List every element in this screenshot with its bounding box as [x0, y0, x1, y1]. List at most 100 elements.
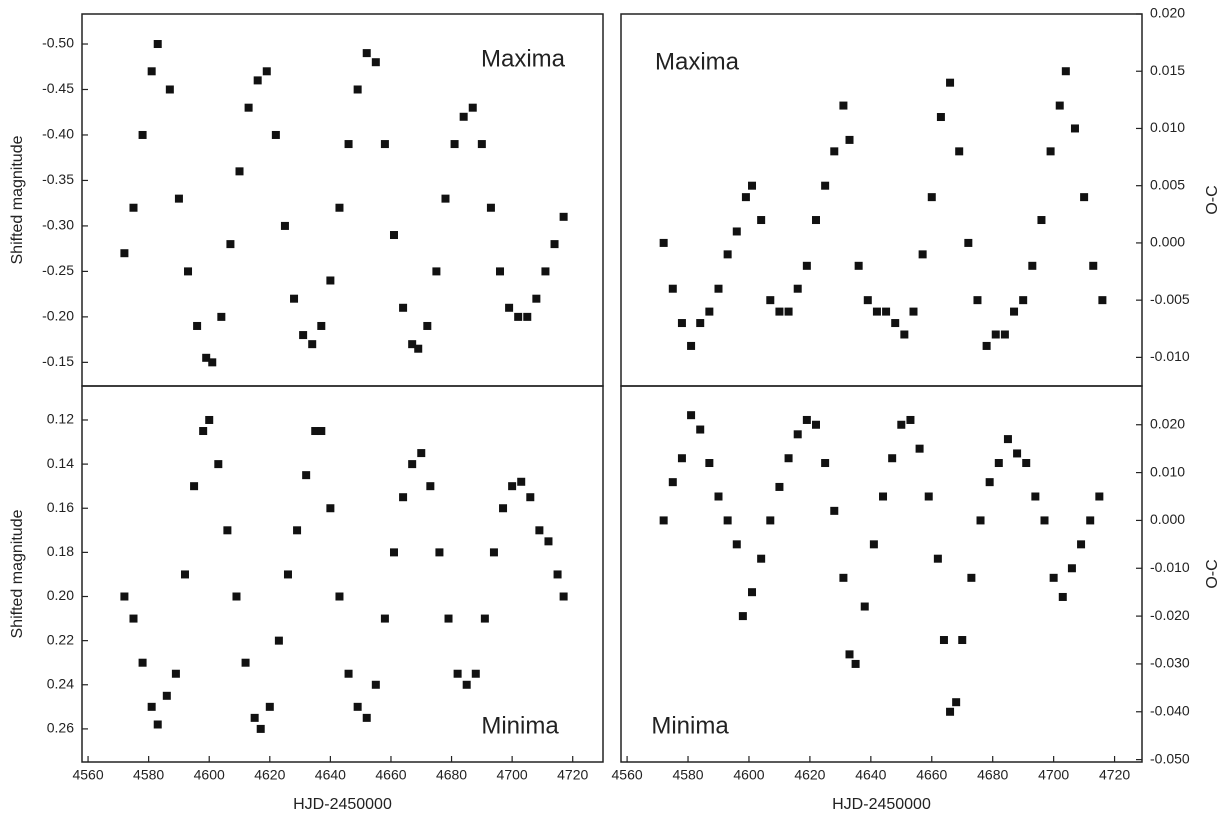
data-point	[915, 444, 924, 453]
data-point	[480, 614, 489, 623]
y-tick-label: -0.25	[42, 262, 74, 278]
data-point	[241, 658, 250, 667]
data-point	[505, 303, 514, 312]
data-point	[353, 85, 362, 94]
data-point	[459, 112, 468, 121]
x-tick-label: 4640	[315, 767, 346, 783]
data-point	[1028, 261, 1037, 270]
data-point	[389, 548, 398, 557]
data-point	[1098, 296, 1107, 305]
data-point	[265, 702, 274, 711]
data-point	[526, 493, 535, 502]
data-point	[153, 720, 162, 729]
data-point	[1086, 516, 1095, 525]
data-point	[775, 482, 784, 491]
data-point	[344, 669, 353, 678]
data-point	[888, 454, 897, 463]
data-point	[1040, 516, 1049, 525]
x-tick-label: 4620	[254, 767, 285, 783]
data-point	[193, 321, 202, 330]
data-point	[414, 344, 423, 353]
data-point	[924, 492, 933, 501]
x-tick-label: 4660	[916, 767, 947, 783]
data-point	[946, 78, 955, 87]
annotation: Minima	[651, 712, 729, 739]
data-point	[1061, 67, 1070, 76]
y-axis-label: O-C	[1204, 185, 1221, 214]
x-tick-label: 4620	[794, 767, 825, 783]
data-point	[1031, 492, 1040, 501]
data-point	[317, 427, 326, 436]
data-point	[408, 460, 417, 469]
y-tick-label: 0.12	[47, 411, 74, 427]
data-point	[659, 238, 668, 247]
data-point	[293, 526, 302, 535]
data-point	[757, 554, 766, 563]
panel-frame	[81, 385, 604, 763]
data-point	[1019, 296, 1028, 305]
data-point	[1000, 330, 1009, 339]
x-tick-label: 4700	[1038, 767, 1069, 783]
data-point	[253, 76, 262, 85]
data-point	[426, 482, 435, 491]
data-point	[936, 113, 945, 122]
data-point	[830, 147, 839, 156]
data-point	[909, 307, 918, 316]
data-point	[250, 713, 259, 722]
data-point	[1049, 573, 1058, 582]
data-point	[839, 573, 848, 582]
y-tick-label: 0.000	[1150, 234, 1185, 250]
y-tick-label: 0.22	[47, 631, 74, 647]
data-point	[897, 420, 906, 429]
y-axis-label: Shifted magnitude	[9, 509, 26, 638]
data-point	[423, 321, 432, 330]
data-point	[208, 358, 217, 367]
data-point	[1089, 261, 1098, 270]
data-point	[399, 493, 408, 502]
data-point	[486, 203, 495, 212]
data-point	[723, 516, 732, 525]
data-point	[214, 460, 223, 469]
data-point	[1037, 216, 1046, 225]
data-point	[687, 341, 696, 350]
y-tick-label: 0.010	[1150, 463, 1185, 479]
x-axis-label: HJD-2450000	[293, 796, 392, 813]
y-tick-label: -0.30	[42, 217, 74, 233]
data-point	[523, 312, 532, 321]
annotation: Minima	[481, 712, 559, 739]
data-point	[976, 516, 985, 525]
data-point	[147, 67, 156, 76]
data-point	[933, 554, 942, 563]
data-point	[256, 724, 265, 733]
data-point	[964, 238, 973, 247]
data-point	[199, 427, 208, 436]
data-point	[138, 658, 147, 667]
data-point	[1055, 101, 1064, 110]
data-point	[290, 294, 299, 303]
data-point	[732, 227, 741, 236]
data-point	[417, 449, 426, 458]
data-point	[517, 477, 526, 486]
data-point	[927, 193, 936, 202]
data-point	[811, 420, 820, 429]
data-point	[217, 312, 226, 321]
data-point	[830, 506, 839, 515]
data-point	[190, 482, 199, 491]
data-point	[854, 261, 863, 270]
data-point	[432, 267, 441, 276]
x-tick-label: 4560	[612, 767, 643, 783]
data-point	[793, 284, 802, 293]
data-point	[380, 140, 389, 149]
data-point	[435, 548, 444, 557]
data-point	[317, 321, 326, 330]
data-point	[335, 203, 344, 212]
data-point	[879, 492, 888, 501]
data-point	[991, 330, 1000, 339]
data-point	[162, 691, 171, 700]
data-point	[860, 602, 869, 611]
data-point	[766, 296, 775, 305]
annotation: Maxima	[655, 48, 740, 75]
y-tick-label: 0.010	[1150, 119, 1185, 135]
y-tick-label: 0.000	[1150, 511, 1185, 527]
data-point	[705, 307, 714, 316]
